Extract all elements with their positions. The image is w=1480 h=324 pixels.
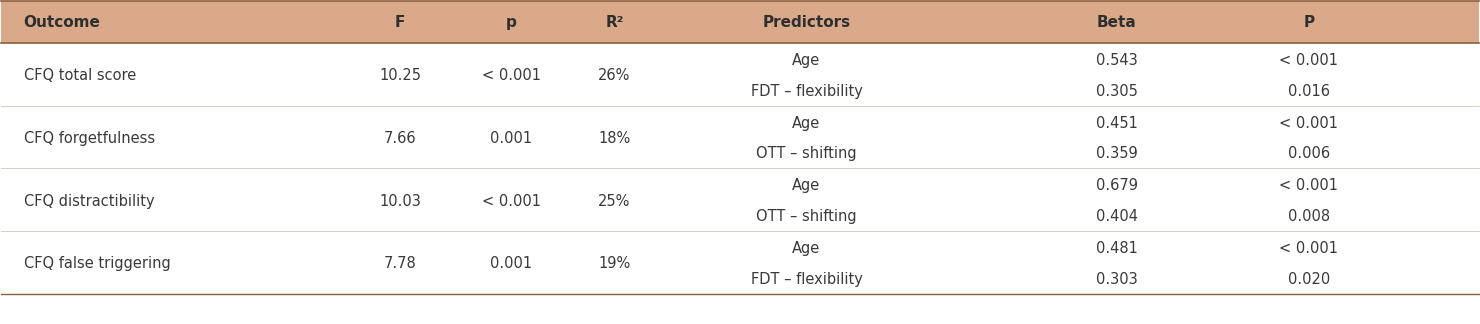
Text: 0.020: 0.020 (1288, 272, 1331, 287)
Text: 0.404: 0.404 (1095, 209, 1138, 224)
Text: 25%: 25% (598, 194, 630, 209)
Text: R²: R² (605, 15, 623, 30)
Text: CFQ false triggering: CFQ false triggering (24, 256, 170, 272)
Text: OTT – shifting: OTT – shifting (756, 209, 857, 224)
Text: P: P (1304, 15, 1314, 30)
Text: 0.303: 0.303 (1095, 272, 1138, 287)
Text: 0.008: 0.008 (1288, 209, 1331, 224)
Text: 0.001: 0.001 (490, 256, 533, 272)
Text: p: p (506, 15, 517, 30)
Text: 0.305: 0.305 (1095, 84, 1138, 99)
Text: Predictors: Predictors (762, 15, 851, 30)
Text: 10.03: 10.03 (379, 194, 422, 209)
Text: Age: Age (792, 53, 820, 68)
Text: Age: Age (792, 116, 820, 131)
Text: 0.543: 0.543 (1095, 53, 1138, 68)
Text: CFQ forgetfulness: CFQ forgetfulness (24, 131, 155, 146)
Text: < 0.001: < 0.001 (481, 68, 540, 84)
Text: FDT – flexibility: FDT – flexibility (750, 272, 863, 287)
Text: 7.66: 7.66 (383, 131, 416, 146)
Text: 0.016: 0.016 (1288, 84, 1329, 99)
Text: 0.359: 0.359 (1095, 146, 1138, 161)
Text: CFQ total score: CFQ total score (24, 68, 136, 84)
Text: < 0.001: < 0.001 (1279, 179, 1338, 193)
Text: Age: Age (792, 179, 820, 193)
Text: OTT – shifting: OTT – shifting (756, 146, 857, 161)
Text: 0.006: 0.006 (1288, 146, 1331, 161)
Text: CFQ distractibility: CFQ distractibility (24, 194, 154, 209)
Text: 0.001: 0.001 (490, 131, 533, 146)
Text: 26%: 26% (598, 68, 630, 84)
Text: F: F (395, 15, 406, 30)
FancyBboxPatch shape (1, 1, 1479, 43)
Text: 18%: 18% (598, 131, 630, 146)
Text: FDT – flexibility: FDT – flexibility (750, 84, 863, 99)
Text: < 0.001: < 0.001 (1279, 53, 1338, 68)
Text: 0.451: 0.451 (1095, 116, 1138, 131)
Text: < 0.001: < 0.001 (481, 194, 540, 209)
Text: 7.78: 7.78 (383, 256, 416, 272)
Text: < 0.001: < 0.001 (1279, 241, 1338, 256)
Text: Outcome: Outcome (24, 15, 101, 30)
Text: 0.481: 0.481 (1095, 241, 1138, 256)
Text: 0.679: 0.679 (1095, 179, 1138, 193)
Text: 10.25: 10.25 (379, 68, 422, 84)
Text: 19%: 19% (598, 256, 630, 272)
Text: Beta: Beta (1097, 15, 1137, 30)
Text: Age: Age (792, 241, 820, 256)
Text: < 0.001: < 0.001 (1279, 116, 1338, 131)
